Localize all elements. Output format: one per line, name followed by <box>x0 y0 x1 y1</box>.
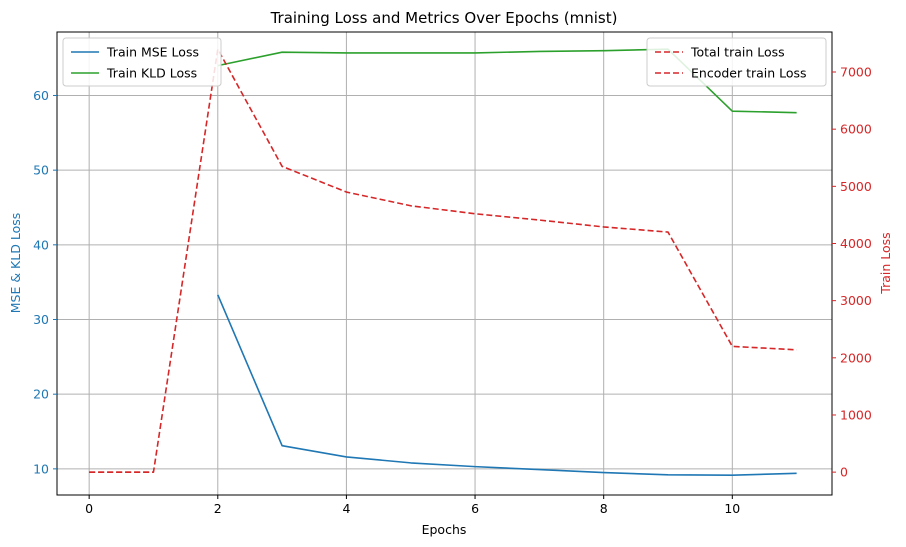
y-right-tick-label: 5000 <box>840 179 872 194</box>
x-tick-label: 10 <box>724 501 740 516</box>
y-left-tick-label: 60 <box>33 88 49 103</box>
legend-label-encoder-train-loss: Encoder train Loss <box>691 66 807 81</box>
x-axis-title: Epochs <box>422 522 467 537</box>
y-left-tick-label: 10 <box>33 461 49 476</box>
y-right-tick-label: 6000 <box>840 122 872 137</box>
x-tick-label: 4 <box>342 501 350 516</box>
y-right-tick-label: 2000 <box>840 350 872 365</box>
x-tick-label: 0 <box>85 501 93 516</box>
x-tick-label: 8 <box>600 501 608 516</box>
y-left-tick-label: 20 <box>33 387 49 402</box>
x-tick-label: 6 <box>471 501 479 516</box>
legend-box <box>62 37 222 87</box>
x-tick-label: 2 <box>214 501 222 516</box>
legend-left: Train MSE Loss Train KLD Loss <box>62 37 222 87</box>
legend-label-total-train-loss: Total train Loss <box>690 45 785 60</box>
legend-label-train-mse-loss: Train MSE Loss <box>106 45 199 60</box>
y-axis-right-title: Train Loss <box>878 232 893 294</box>
y-left-tick-label: 40 <box>33 237 49 252</box>
y-right-tick-label: 7000 <box>840 65 872 80</box>
y-right-tick-label: 3000 <box>840 293 872 308</box>
legend-label-train-kld-loss: Train KLD Loss <box>106 66 197 81</box>
y-left-tick-label: 50 <box>33 163 49 178</box>
series-line-train-mse-loss <box>217 294 797 477</box>
legend-box <box>646 37 827 87</box>
plot-frame <box>56 31 833 496</box>
y-axis-left-title: MSE & KLD Loss <box>8 213 23 314</box>
series-line-total-train-loss <box>89 48 797 473</box>
y-right-tick-label: 0 <box>840 465 848 480</box>
grid <box>57 32 832 495</box>
legend-right: Total train Loss Encoder train Loss <box>646 37 827 87</box>
y-left-tick-label: 30 <box>33 312 49 327</box>
chart-title: Training Loss and Metrics Over Epochs (m… <box>270 9 618 27</box>
axes: 0 2 4 6 8 10 10 20 30 40 50 60 0 1000 2000 3000 4000 5000… <box>33 65 872 516</box>
y-right-tick-label: 1000 <box>840 407 872 422</box>
y-right-tick-label: 4000 <box>840 236 872 251</box>
